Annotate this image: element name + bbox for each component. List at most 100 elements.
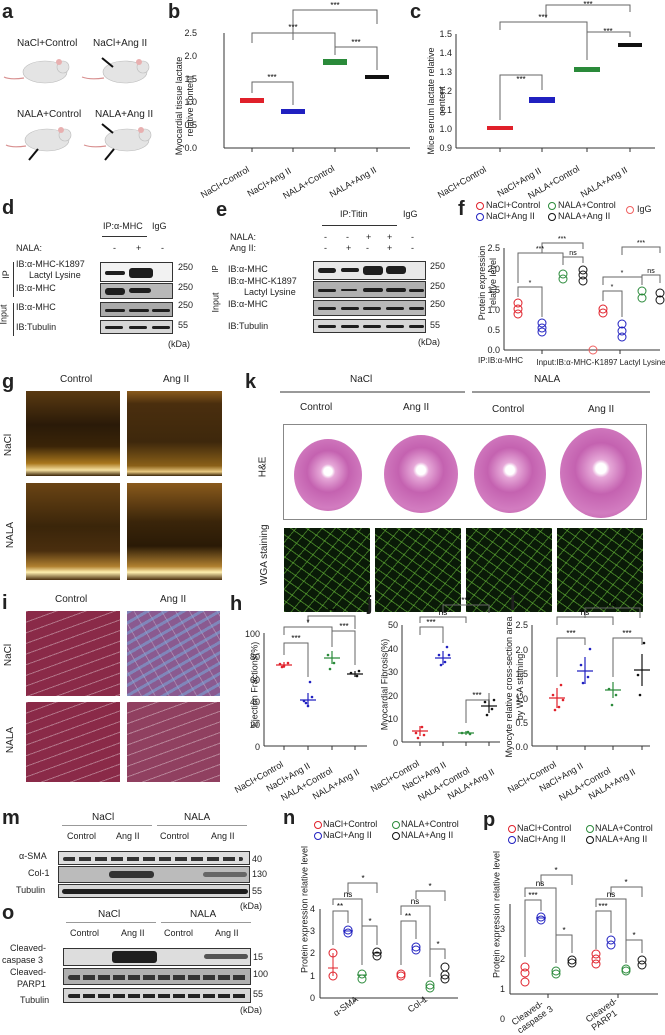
column-label: Ang II — [163, 374, 190, 385]
blot-row-label: α-SMA — [19, 851, 47, 861]
blot-row-label: IB:α-MHC — [16, 283, 56, 293]
svg-text:2.0: 2.0 — [487, 264, 500, 274]
treatment-value: - — [324, 243, 327, 253]
legend-marker-circle-icon — [392, 832, 400, 840]
mw-marker: 130 — [252, 869, 268, 879]
legend-marker-circle-icon — [586, 825, 594, 833]
svg-text:*: * — [368, 917, 371, 926]
blot-row-label: IB:Tubulin — [16, 322, 57, 332]
echo-image — [127, 483, 222, 580]
row-label: NALA — [5, 521, 17, 549]
section-label-ip: IP — [210, 265, 220, 273]
panel-l-label: l — [510, 593, 516, 615]
subgroup-label: Ang II — [215, 928, 239, 938]
legend-marker-circle-icon — [586, 836, 594, 844]
svg-text:1.1: 1.1 — [439, 105, 452, 115]
svg-text:10: 10 — [388, 714, 398, 724]
legend-marker-circle-icon — [392, 821, 400, 829]
blot-strip — [58, 884, 250, 898]
section-bracket — [13, 303, 14, 336]
subgroup-label: Control — [160, 831, 190, 841]
treatment-value: - — [366, 243, 369, 253]
mouse-icon — [3, 60, 152, 152]
treatment-value: + — [346, 243, 352, 253]
svg-text:0: 0 — [500, 1014, 505, 1024]
igg-header: IgG — [152, 221, 167, 231]
mw-marker: 40 — [252, 854, 263, 864]
blot-row-label: IB:α-MHC-K1897 — [228, 276, 297, 286]
group-label: NaCl+Control — [17, 38, 78, 49]
blot-row-label: IB:α-MHC — [228, 299, 268, 309]
legend-marker-circle-icon — [508, 836, 516, 844]
blot-strip — [63, 968, 251, 985]
svg-text:***: *** — [291, 634, 300, 643]
svg-text:40: 40 — [250, 697, 260, 707]
svg-text:1.5: 1.5 — [487, 285, 500, 295]
svg-text:***: *** — [528, 891, 537, 900]
group-label: NaCl — [98, 909, 121, 920]
blot-strip — [58, 851, 250, 865]
svg-text:*: * — [361, 874, 364, 883]
panel-c-label: c — [410, 1, 422, 23]
legend-label: NALA+Control — [558, 200, 616, 210]
header-rule — [102, 236, 147, 237]
treatment-value: - — [411, 232, 414, 242]
treatment-label: NALA: — [16, 243, 43, 253]
svg-text:ns: ns — [608, 599, 616, 608]
legend-marker-circle-icon — [476, 213, 484, 221]
blot-strip — [100, 320, 173, 334]
svg-text:1.0: 1.0 — [515, 694, 528, 704]
svg-text:*: * — [632, 931, 635, 940]
blot-strip — [100, 302, 173, 317]
svg-text:1.5: 1.5 — [439, 29, 452, 39]
legend-marker-circle-icon — [314, 821, 322, 829]
panel-n-label: n — [283, 807, 296, 829]
group-label: NALA — [190, 909, 217, 920]
svg-text:80: 80 — [250, 652, 260, 662]
mw-marker: 55 — [178, 320, 189, 330]
legend-marker-circle-icon — [476, 202, 484, 210]
blot-strip — [313, 261, 426, 280]
mw-marker: 250 — [430, 281, 446, 291]
section-label-input: Input — [0, 304, 9, 325]
group-label: NaCl — [350, 374, 373, 385]
trichrome-image — [26, 611, 120, 696]
blot-row-label: Lactyl Lysine — [29, 270, 81, 280]
group-label: NALA — [184, 812, 211, 823]
treatment-value: + — [136, 243, 142, 253]
echo-image — [26, 391, 120, 476]
panel-m-label: m — [2, 807, 20, 829]
svg-text:***: *** — [622, 629, 631, 638]
svg-text:***: *** — [330, 1, 339, 10]
column-label: Control — [55, 594, 88, 605]
x-tick-label: IP:IB:α-MHC — [478, 356, 524, 365]
syringe-icon — [28, 57, 115, 161]
wga-image — [557, 528, 643, 612]
svg-text:***: *** — [566, 629, 575, 638]
igg-header: IgG — [403, 209, 418, 219]
column-label: Control — [300, 402, 333, 413]
treatment-value: + — [387, 232, 393, 242]
panel-o-label: o — [2, 902, 15, 924]
mw-marker: 55 — [252, 886, 263, 896]
legend-label: NaCl+Control — [517, 823, 572, 833]
column-label: Ang II — [588, 404, 615, 415]
svg-text:4: 4 — [310, 904, 315, 914]
subgroup-label: Ang II — [116, 831, 140, 841]
blot-row-label: IB:α-MHC — [16, 302, 56, 312]
legend: NaCl+Control NaCl+Ang II NALA+Control NA… — [508, 824, 665, 848]
mw-marker: 250 — [178, 262, 194, 272]
group-rule — [157, 825, 247, 826]
chart-l: 2.52.01.51.00.50.0 *** ***ns — [515, 608, 650, 752]
svg-text:***: *** — [267, 73, 276, 82]
section-label-input: Input — [210, 292, 221, 313]
mw-marker: 250 — [178, 300, 194, 310]
svg-text:2.5: 2.5 — [487, 243, 500, 253]
ip-header: IP:Titin — [340, 209, 368, 219]
panel-b-label: b — [168, 1, 181, 23]
echo-image — [26, 483, 120, 580]
y-axis-label: Myocyte relative cross-section area by W… — [504, 616, 525, 758]
subgroup-label: Control — [67, 831, 97, 841]
svg-text:***: *** — [583, 0, 592, 9]
